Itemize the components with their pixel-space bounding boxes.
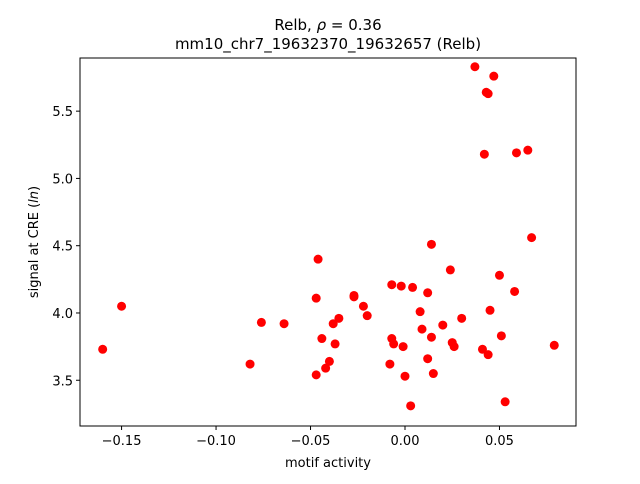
y-axis-label: signal at CRE (ln) [27, 186, 42, 298]
data-point [470, 62, 480, 72]
data-point [494, 270, 504, 280]
data-point [426, 332, 436, 342]
y-tick-label: 3.5 [52, 374, 73, 389]
data-point [389, 339, 399, 349]
x-tick-label: 0.05 [485, 434, 514, 449]
data-point [483, 89, 493, 99]
data-point [349, 290, 359, 300]
data-point [483, 350, 493, 360]
data-point [510, 286, 520, 296]
data-points [98, 62, 559, 411]
data-point [321, 363, 331, 373]
data-point [477, 344, 487, 354]
data-point [457, 313, 467, 323]
data-point [398, 342, 408, 352]
data-point [330, 339, 340, 349]
data-point [313, 254, 323, 264]
x-axis-label: motif activity [285, 456, 371, 471]
chart-subtitle: mm10_chr7_19632370_19632657 (Relb) [175, 35, 481, 54]
x-tick-label: −0.10 [196, 434, 236, 449]
data-point [245, 359, 255, 369]
data-point [527, 233, 537, 243]
data-point [423, 354, 433, 364]
data-point [549, 340, 559, 350]
data-point [485, 305, 495, 315]
data-point [256, 317, 266, 327]
data-point [324, 356, 334, 366]
y-axis-ticks: 3.5 4.0 4.5 5.0 5.5 [52, 105, 80, 389]
x-tick-label: −0.15 [102, 434, 142, 449]
data-point [496, 331, 506, 341]
x-tick-label: −0.05 [291, 434, 331, 449]
data-point [426, 239, 436, 249]
chart-title: Relb, ρ = 0.36 [274, 16, 381, 34]
data-point [358, 301, 368, 311]
y-tick-label: 4.0 [52, 307, 73, 322]
data-point [334, 313, 344, 323]
data-point [385, 359, 395, 369]
data-point [417, 324, 427, 334]
y-tick-label: 4.5 [52, 240, 73, 255]
data-point [489, 71, 499, 81]
y-tick-label: 5.5 [52, 105, 73, 120]
data-point [438, 320, 448, 330]
y-tick-label: 5.0 [52, 172, 73, 187]
data-point [428, 369, 438, 379]
data-point [98, 344, 108, 354]
data-point [445, 265, 455, 275]
data-point [279, 319, 289, 329]
data-point [406, 401, 416, 411]
data-point [479, 149, 489, 159]
x-axis-ticks: −0.15 −0.10 −0.05 0.00 0.05 [102, 426, 514, 449]
data-point [328, 319, 338, 329]
data-point [311, 370, 321, 380]
data-point [415, 307, 425, 317]
plot-frame [79, 57, 577, 427]
data-point [511, 148, 521, 158]
data-point [423, 288, 433, 298]
data-point [408, 282, 418, 292]
x-tick-label: 0.00 [391, 434, 420, 449]
data-point [523, 145, 533, 155]
data-point [396, 281, 406, 291]
data-point [400, 371, 410, 381]
data-point [387, 280, 397, 290]
data-point [117, 301, 127, 311]
data-point [449, 342, 459, 352]
data-point [362, 311, 372, 321]
data-point [317, 334, 327, 344]
data-point [311, 293, 321, 303]
data-point [500, 397, 510, 407]
